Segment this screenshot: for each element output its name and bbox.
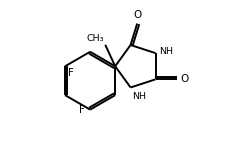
Text: O: O (133, 10, 141, 20)
Text: NH: NH (132, 92, 146, 101)
Text: F: F (68, 68, 74, 78)
Text: F: F (79, 105, 85, 115)
Text: CH₃: CH₃ (86, 34, 104, 43)
Text: O: O (180, 74, 188, 84)
Text: NH: NH (159, 47, 173, 56)
